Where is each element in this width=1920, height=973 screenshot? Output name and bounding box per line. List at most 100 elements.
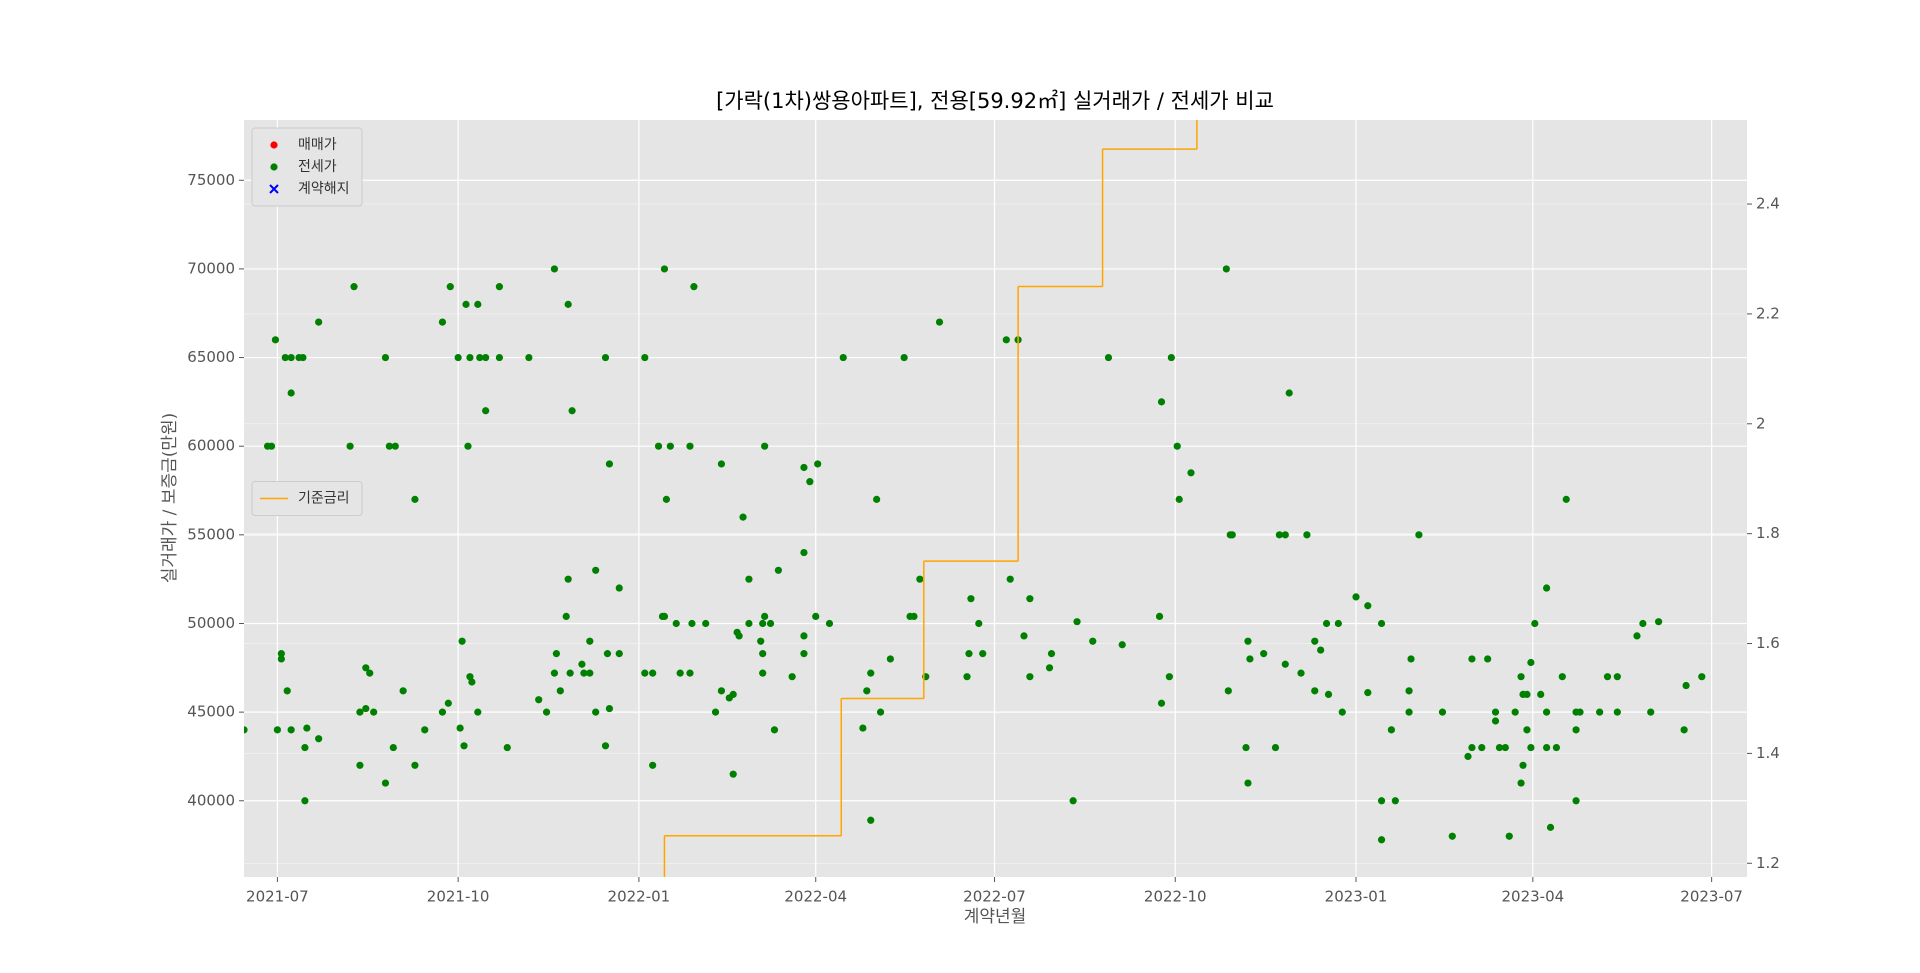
point [564,575,572,583]
point [301,743,309,752]
point [979,650,987,658]
y-axis-label: 실거래가 / 보증금(만원) [160,413,180,584]
point [270,141,278,149]
point [362,704,370,713]
point [1531,619,1539,628]
point [454,353,462,362]
point [660,612,669,620]
point [356,761,364,769]
point [287,353,295,362]
point [1118,641,1126,649]
point [468,678,476,686]
point [615,650,623,658]
point [456,724,464,732]
point [1519,761,1527,769]
point [1552,743,1561,752]
point [462,300,470,308]
point [1405,708,1413,716]
point [564,300,572,308]
point [967,595,975,603]
point [466,353,474,362]
x-tick-label: 2021-07 [246,888,309,906]
point [759,669,767,677]
point [1572,797,1580,805]
point [766,619,775,628]
point [556,687,564,695]
point [1501,743,1509,752]
point [910,612,918,620]
point [660,265,669,273]
point [1352,593,1360,601]
point [552,650,560,658]
point [601,742,610,750]
point [863,687,871,695]
point [1173,442,1181,450]
legend-label: 기준금리 [298,491,350,507]
point [649,669,657,677]
point [1322,619,1331,628]
point [672,619,680,628]
x-tick-label: 2023-04 [1502,888,1565,906]
point [1558,673,1566,681]
point [1613,673,1621,681]
point [299,353,307,362]
point [761,442,769,450]
point [1647,708,1655,716]
point [690,283,698,291]
y-tick-label: 70000 [187,259,235,277]
point [1478,743,1486,752]
point [867,669,875,677]
point [1377,619,1386,628]
point [1104,353,1113,362]
point [586,669,594,677]
y2-tick-label: 2.4 [1756,195,1780,213]
point [1285,389,1293,397]
point [717,460,726,468]
point [303,724,311,732]
point [267,442,276,450]
point [1543,743,1551,752]
point [800,548,808,557]
x-tick-label: 2022-04 [784,888,847,906]
point [385,442,393,450]
legend: 기준금리 [251,481,363,516]
y2-tick-label: 1.6 [1756,634,1780,652]
point [702,619,710,628]
point [411,495,419,503]
point [876,708,885,716]
point [1468,743,1476,752]
point [761,612,769,620]
point [482,407,490,415]
point [458,637,466,645]
point [464,442,472,450]
legend-label: 계약해지 [298,181,350,197]
point [1523,726,1531,734]
point [1448,832,1456,840]
point [1405,687,1413,695]
point [1387,726,1395,734]
point [495,283,504,291]
point [1157,398,1166,406]
point [666,442,674,450]
point [315,318,323,326]
point [1155,612,1164,620]
point [1468,655,1476,663]
point [578,660,586,668]
point [438,708,447,716]
point [676,669,684,677]
point [788,673,796,681]
chart-title: [가락(1차)쌍용아파트], 전용[59.92㎡] 실거래가 / 전세가 비교 [716,89,1274,113]
point [867,816,875,824]
point [1639,619,1647,628]
point [525,353,533,362]
point [1576,708,1584,716]
point [739,513,747,521]
point [1438,708,1447,716]
point [1543,708,1551,716]
point [1338,708,1346,716]
point [1491,717,1500,725]
point [735,632,743,640]
point [601,353,610,362]
point [1562,495,1570,503]
point [1698,673,1706,681]
